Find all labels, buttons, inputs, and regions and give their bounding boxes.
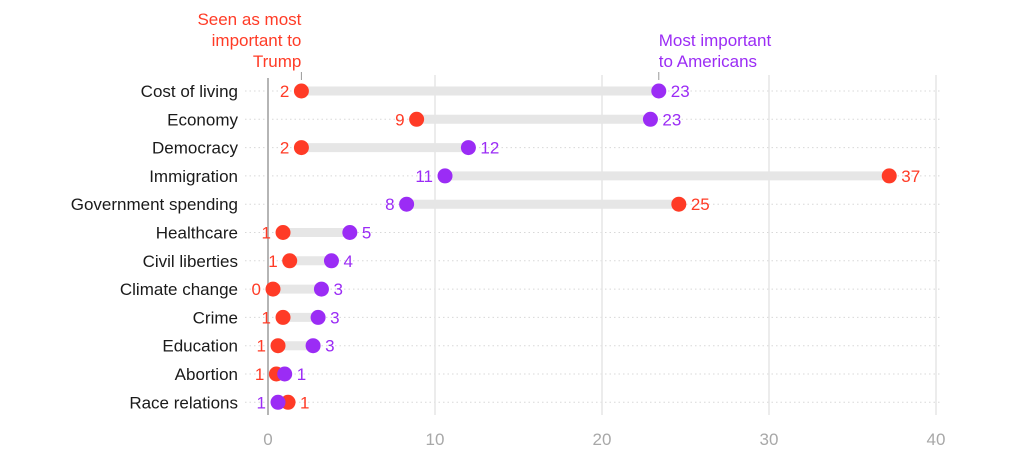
americans-value-label: 23 <box>671 82 690 101</box>
category-label: Education <box>162 337 238 356</box>
americans-dot <box>642 111 658 127</box>
category-label: Race relations <box>129 393 238 412</box>
americans-value-label: 12 <box>480 139 499 158</box>
trump-value-label: 1 <box>262 308 271 327</box>
series-annotation: Seen as most <box>197 10 301 29</box>
x-tick-label: 20 <box>593 430 612 449</box>
category-label: Economy <box>167 110 238 129</box>
trump-value-label: 9 <box>395 110 404 129</box>
trump-value-label: 25 <box>691 195 710 214</box>
americans-value-label: 3 <box>325 337 334 356</box>
americans-value-label: 4 <box>343 252 352 271</box>
trump-dot <box>265 281 281 297</box>
category-label: Healthcare <box>156 224 238 243</box>
trump-value-label: 1 <box>300 393 309 412</box>
americans-dot <box>437 168 453 184</box>
trump-value-label: 1 <box>257 337 266 356</box>
series-annotation: Trump <box>253 52 302 71</box>
americans-value-label: 23 <box>662 110 681 129</box>
trump-value-label: 0 <box>252 280 261 299</box>
trump-dot <box>881 168 897 184</box>
americans-dot <box>460 140 476 156</box>
trump-dot <box>293 83 309 99</box>
americans-value-label: 5 <box>362 224 371 243</box>
category-label: Immigration <box>149 167 238 186</box>
category-label: Government spending <box>71 195 238 214</box>
x-tick-label: 10 <box>426 430 445 449</box>
americans-value-label: 3 <box>333 280 342 299</box>
category-label: Climate change <box>120 280 238 299</box>
trump-value-label: 1 <box>262 224 271 243</box>
americans-dot <box>399 196 415 212</box>
trump-dot <box>671 196 687 212</box>
trump-value-label: 1 <box>268 252 277 271</box>
americans-dot <box>270 394 286 410</box>
x-tick-label: 40 <box>927 430 946 449</box>
category-label: Cost of living <box>141 82 238 101</box>
category-label: Abortion <box>175 365 238 384</box>
americans-value-label: 3 <box>330 308 339 327</box>
americans-dot <box>323 253 339 269</box>
americans-dot <box>342 225 358 240</box>
category-label: Crime <box>193 308 238 327</box>
trump-value-label: 37 <box>901 167 920 186</box>
trump-dot <box>282 253 298 269</box>
trump-dot <box>293 140 309 156</box>
series-annotation: to Americans <box>659 52 757 71</box>
americans-value-label: 8 <box>385 195 394 214</box>
category-label: Civil liberties <box>143 252 238 271</box>
americans-value-label: 1 <box>257 393 266 412</box>
x-tick-label: 30 <box>760 430 779 449</box>
series-annotation: Most important <box>659 31 772 50</box>
trump-dot <box>275 309 291 325</box>
americans-dot <box>305 338 321 354</box>
series-annotation: important to <box>212 31 302 50</box>
trump-dot <box>270 338 286 354</box>
trump-value-label: 1 <box>255 365 264 384</box>
trump-value-label: 2 <box>280 82 289 101</box>
trump-dot <box>275 225 291 240</box>
americans-dot <box>310 309 326 325</box>
americans-dot <box>651 83 667 99</box>
americans-value-label: 11 <box>415 167 433 186</box>
category-label: Democracy <box>152 139 238 158</box>
trump-dot <box>409 111 425 127</box>
americans-value-label: 1 <box>297 365 306 384</box>
x-tick-label: 0 <box>263 430 272 449</box>
americans-dot <box>313 281 329 297</box>
americans-dot <box>277 366 293 382</box>
trump-value-label: 2 <box>280 139 289 158</box>
